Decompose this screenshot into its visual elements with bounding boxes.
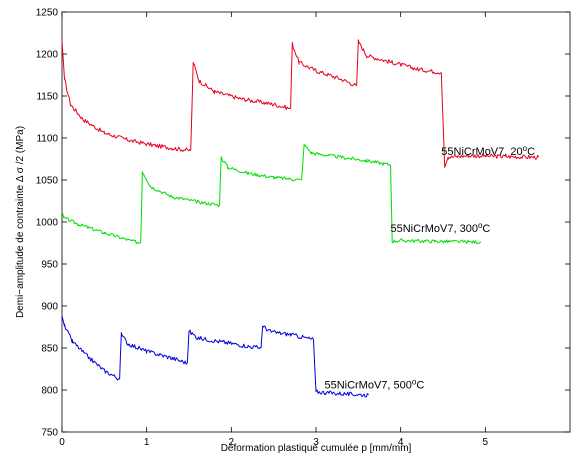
series-3-segment [313,339,369,398]
y-tick-label: 800 [41,386,58,397]
series-3-segment [186,329,262,364]
y-tick-label: 1050 [36,176,59,187]
series-layer [61,39,540,398]
x-tick-label: 2 [229,437,235,448]
series-2-segment [301,144,391,181]
series-3-segment [260,325,314,349]
series-1-label: 55NiCrMoV7, 20oC [441,144,535,158]
x-tick-label: 3 [313,437,319,448]
series-2-segment [219,156,302,206]
axis-ticks: 0 1 2 3 4 5 750 800 850 900 950 1000 1050 1100 1150 120… [36,8,570,448]
y-axis-label: Demi−amplitude de contrainte Δ σ /2 (MPa… [15,126,26,318]
y-tick-label: 1200 [36,50,59,61]
series-3-label: 55NiCrMoV7, 500oC [324,377,424,391]
series-1-segment [61,41,192,152]
series-1-segment [440,72,540,168]
series-2-segment [140,171,220,244]
y-tick-label: 1150 [36,92,58,103]
series-1-segment [290,41,357,109]
x-tick-label: 1 [144,437,150,448]
x-tick-label: 5 [483,437,489,448]
x-axis-label: Déformation plastique cumulée p [mm/mm] [221,443,412,454]
series-2-segment [390,164,482,245]
y-tick-label: 1100 [36,134,58,145]
series-labels: 55NiCrMoV7, 20oC 55NiCrMoV7, 300oC 55NiCrM… [324,144,535,392]
y-tick-label: 1250 [36,8,59,19]
series-1-segment [190,61,291,151]
plot-area [61,11,571,433]
y-tick-label: 750 [41,428,58,439]
series-2-segment [61,210,141,244]
y-tick-label: 950 [41,260,58,271]
y-tick-label: 850 [41,344,58,355]
x-tick-label: 0 [59,437,65,448]
series-3-segment [119,332,188,380]
x-tick-label: 4 [398,437,404,448]
y-tick-label: 1000 [36,218,59,229]
y-tick-label: 900 [41,302,58,313]
series-2-label: 55NiCrMoV7, 300oC [391,221,491,235]
series-3-segment [61,315,120,381]
series-1-segment [356,39,442,86]
